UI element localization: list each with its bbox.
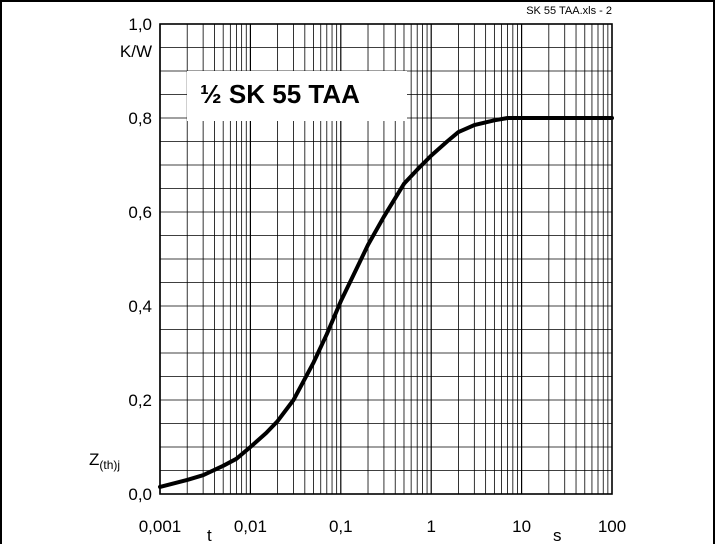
tick-labels: 0,001 0,01 0,1 1 10 100 0,0 0,2 0,4 0,6 0,8 1,0 xyxy=(128,15,626,536)
y-axis-label: Z(th)j xyxy=(89,450,120,472)
x-unit-label: s xyxy=(553,526,562,544)
x-tick-label: 0,001 xyxy=(139,517,182,536)
x-tick-label: 1 xyxy=(426,517,435,536)
x-tick-label: 0,01 xyxy=(234,517,267,536)
y-axis-label-sub: (th)j xyxy=(99,458,120,472)
series-line xyxy=(158,116,614,489)
plot-area-border xyxy=(159,23,613,495)
file-label: SK 55 TAA.xls - 2 xyxy=(526,5,612,17)
y-tick-label: 0,2 xyxy=(128,391,152,410)
x-tick-label: 0,1 xyxy=(329,517,353,536)
series-layer xyxy=(158,116,614,489)
y-tick-label: 0,4 xyxy=(128,297,152,316)
y-tick-label: 0,0 xyxy=(128,485,152,504)
y-tick-label: 1,0 xyxy=(128,15,152,34)
title-box xyxy=(187,71,407,121)
y-tick-label: 0,6 xyxy=(128,203,152,222)
y-tick-label: 0,8 xyxy=(128,109,152,128)
x-tick-label: 100 xyxy=(598,517,626,536)
y-unit-label: K/W xyxy=(120,42,152,61)
y-axis-label-main: Z xyxy=(89,450,99,469)
x-tick-label: 10 xyxy=(512,517,531,536)
chart-title: ½ SK 55 TAA xyxy=(200,79,360,109)
x-axis-label: t xyxy=(207,526,212,544)
axes-layer xyxy=(159,23,613,495)
